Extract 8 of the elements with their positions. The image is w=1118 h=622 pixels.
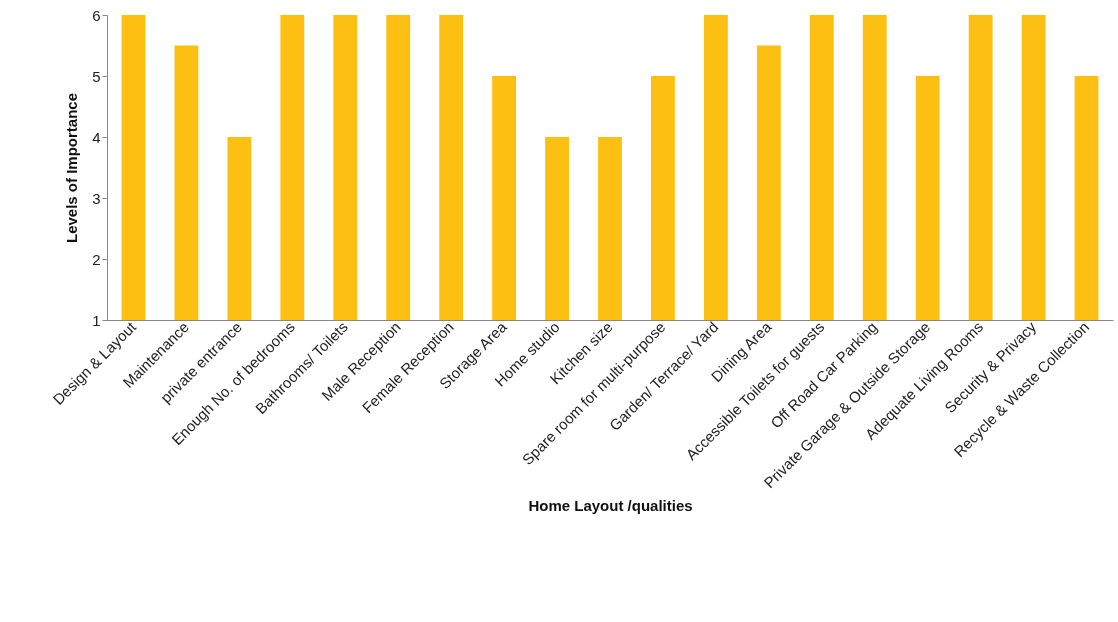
y-tick-label: 6 — [92, 6, 101, 24]
y-tick-label: 2 — [92, 250, 101, 268]
y-tick-label: 5 — [92, 67, 101, 85]
x-axis-title: Home Layout /qualities — [528, 497, 693, 515]
y-tick-label: 3 — [92, 189, 101, 207]
y-tick-label: 1 — [92, 311, 101, 329]
y-axis-title: Levels of Importance — [63, 92, 81, 244]
y-tick-label: 4 — [92, 128, 101, 146]
